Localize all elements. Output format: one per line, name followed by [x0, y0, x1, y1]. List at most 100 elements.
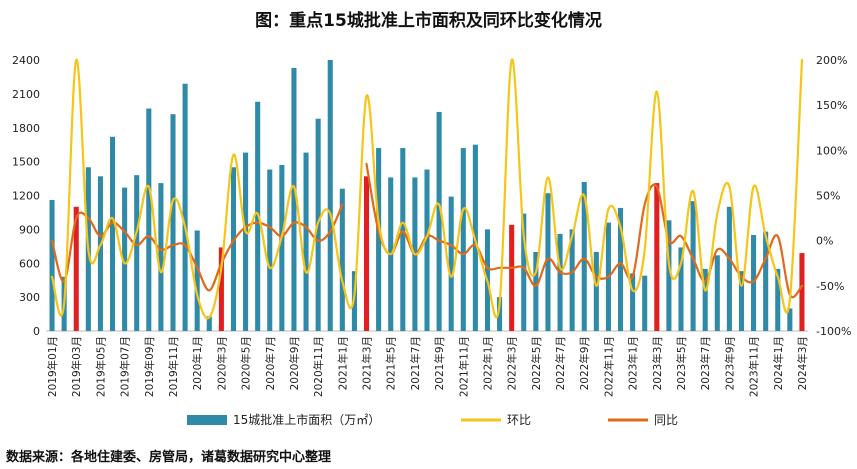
x-tick-label: 2019年09月: [143, 336, 156, 397]
y-right-tick-label: 200%: [816, 54, 847, 67]
y-right-tick-label: 0%: [816, 235, 833, 248]
bar: [170, 114, 176, 331]
x-tick-label: 2019年05月: [94, 336, 107, 397]
bar: [448, 196, 454, 331]
x-tick-label: 2024年1月: [772, 336, 785, 390]
series-line-mom: [50, 58, 804, 320]
y-left-tick-label: 1200: [12, 190, 40, 203]
bar: [436, 111, 442, 331]
bar: [702, 268, 708, 331]
bar: [291, 67, 297, 331]
bar: [642, 275, 648, 331]
bar: [109, 136, 116, 331]
x-tick-label: 2021年9月: [433, 336, 446, 390]
bar: [545, 193, 551, 331]
bar-highlight: [799, 253, 805, 331]
x-tick-label: 2021年3月: [361, 336, 374, 390]
bar: [146, 108, 152, 331]
x-tick-label: 2022年9月: [578, 336, 591, 390]
bar: [787, 308, 793, 331]
bar: [690, 201, 696, 331]
bar-highlight: [73, 206, 79, 331]
x-tick-label: 2020年3月: [215, 336, 228, 390]
y-right-tick-label: 100%: [816, 144, 847, 157]
bar: [267, 169, 273, 331]
x-tick-label: 2024年3月: [796, 336, 809, 390]
bar: [617, 207, 624, 331]
x-tick-label: 2023年11月: [748, 336, 761, 397]
y-right-tick-label: -50%: [816, 280, 844, 293]
bar: [182, 83, 188, 332]
bar: [666, 220, 672, 331]
chart-title: 图：重点15城批准上市面积及同环比变化情况: [255, 11, 602, 31]
y-left-tick-label: 0: [33, 325, 40, 338]
bar: [775, 268, 781, 331]
x-tick-label: 2022年1月: [481, 336, 494, 390]
y-right-tick-label: 150%: [816, 99, 847, 112]
x-tick-label: 2022年3月: [506, 336, 519, 390]
bar: [424, 169, 430, 331]
chart-legend: 15城批准上市面积（万㎡） 环比 同比: [187, 412, 678, 427]
x-tick-label: 2020年9月: [288, 336, 301, 390]
x-tick-label: 2023年1月: [627, 336, 640, 390]
bar: [557, 233, 563, 331]
y-left-tick-label: 2100: [12, 88, 40, 101]
x-axis-ticks: 2019年01月 2019年03月 2019年05月 2019年07月 2019年09月…: [46, 336, 809, 397]
bar: [243, 152, 249, 331]
bar: [122, 187, 128, 331]
bar: [521, 213, 527, 331]
bar: [206, 316, 212, 331]
x-tick-label: 2019年11月: [167, 336, 180, 397]
legend-label: 15城批准上市面积（万㎡）: [233, 412, 380, 427]
x-tick-label: 2023年3月: [651, 336, 664, 390]
x-tick-label: 2021年7月: [409, 336, 422, 390]
bar: [763, 231, 769, 331]
x-tick-label: 2019年07月: [119, 336, 132, 397]
x-tick-label: 2019年03月: [70, 336, 83, 397]
bar: [230, 167, 237, 331]
x-tick-label: 2022年7月: [554, 336, 567, 390]
chart-axes: 0 300 600 900 1200 1500 1800 2100 2400 -100% -50% 0…: [12, 54, 851, 338]
bar-highlight: [218, 247, 224, 331]
bar: [49, 200, 55, 331]
line-series: [50, 58, 804, 320]
series-line-yoy: [50, 162, 804, 299]
x-tick-label: 2021年1月: [336, 336, 349, 390]
x-tick-label: 2023年5月: [675, 336, 688, 390]
bar: [97, 176, 103, 331]
x-tick-label: 2020年7月: [264, 336, 277, 390]
bar-highlight: [509, 224, 515, 331]
bar: [738, 271, 745, 331]
bar: [533, 251, 539, 331]
bar-highlight: [654, 183, 660, 331]
bar: [303, 152, 309, 331]
x-tick-label: 2023年9月: [723, 336, 736, 390]
y-left-tick-label: 600: [19, 257, 40, 270]
y-right-tick-label: 50%: [816, 190, 840, 203]
bar: [497, 297, 503, 331]
y-left-tick-label: 2400: [12, 54, 40, 67]
legend-label: 同比: [654, 413, 678, 427]
bar: [400, 148, 406, 331]
bar: [158, 183, 164, 331]
bar: [255, 101, 261, 331]
bar-highlight: [363, 176, 370, 331]
x-tick-label: 2020年5月: [240, 336, 253, 390]
x-tick-label: 2020年1月: [191, 336, 204, 390]
source-note: 数据来源：各地住建委、房管局，诸葛数据研究中心整理: [6, 450, 332, 465]
x-tick-label: 2023年7月: [699, 336, 712, 390]
x-tick-label: 2022年11月: [602, 336, 615, 397]
x-tick-label: 2019年01月: [46, 336, 59, 397]
bar: [327, 60, 333, 331]
bar: [194, 230, 200, 331]
bar: [569, 229, 575, 331]
y-left-tick-label: 1500: [12, 156, 40, 169]
y-left-tick-label: 300: [19, 291, 40, 304]
bar: [581, 181, 587, 331]
legend-swatch-bars: [187, 415, 227, 425]
bar: [593, 251, 599, 331]
bar: [678, 247, 684, 331]
bar: [714, 255, 720, 331]
x-tick-label: 2020年11月: [312, 336, 325, 397]
